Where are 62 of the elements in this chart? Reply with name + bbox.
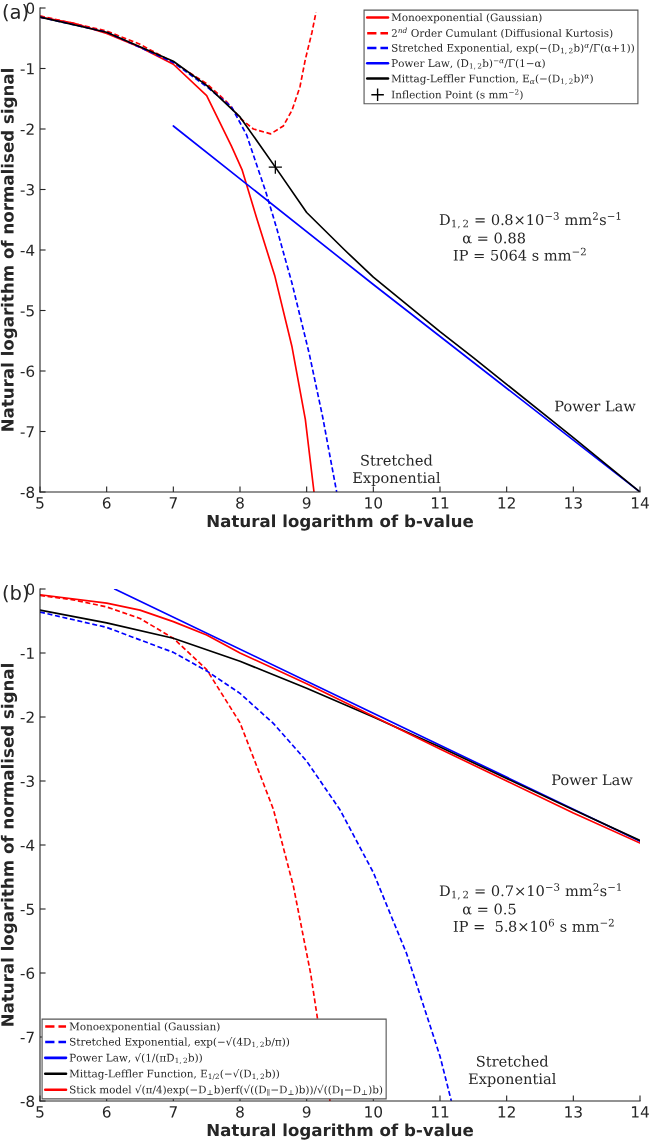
legend-label: Mittag-Leffler Function, E$_{1/2}$(−√(D$_{1,2}$b)) [69,1068,279,1080]
y-tick-label: -3 [20,183,34,196]
x-tick-label: 14 [631,497,649,509]
x-tick-label: 5 [36,1106,44,1118]
text: Stick model √(π/4)exp(−D$_{⊥}$b)erf(√((D$_{∥}$−D$_{⊥}$)b))/√((D$_{∥}$−D$_{⊥}$)b) [70,1084,383,1096]
y-tick-label: -3 [20,775,34,788]
chart-title: (b) [3,585,28,603]
legend-label: Monoexponential (Gaussian) [69,1022,220,1033]
legend-label: Stretched Exponential, exp(−(D$_{1,2}$b)$^{α}$/Γ(α+1)) [392,43,634,55]
y-tick-label: -6 [20,365,35,378]
x-tick-label: 7 [169,497,177,509]
x-tick-label: 5 [36,497,44,509]
x-tick-label: 11 [431,497,449,509]
y-tick-label: -6 [20,967,35,980]
x-tick-label: 10 [365,1106,383,1118]
annotation: Stretched Exponential [353,454,441,486]
legend-label: Monoexponential (Gaussian) [391,13,542,24]
y-tick-label: -2 [20,123,34,135]
x-tick-label: 10 [365,497,383,509]
text: D$_{1,2}$ = 0.7×10$^{−3}$ mm$^{2}$s$^{−1}$ α = 0.5 IP = 5.8×10$^{6}$ s mm$^{−2}$ [439,883,621,932]
legend-label: Power Law, (D$_{1,2}$b)$^{−α}$/Γ(1−α) [391,59,545,70]
x-tick-label: 13 [565,497,582,509]
x-tick-label: 14 [631,1106,649,1118]
y-tick-label: -8 [20,1095,35,1108]
y-tick-label: -8 [20,486,35,499]
y-tick-label: -7 [20,1031,34,1043]
x-tick-label: 9 [302,497,311,509]
y-tick-label: -2 [20,711,34,723]
x-axis-title: Natural logarithm of b-value [207,514,474,531]
y-tick-label: -4 [20,244,35,256]
legend-label: Power Law, √(1/(πD$_{1,2}$b)) [69,1052,202,1065]
y-tick-label: 0 [26,583,35,596]
line-series [40,611,453,1101]
x-tick-label: 8 [236,497,244,509]
x-tick-label: 12 [498,1106,515,1118]
annotation: Power Law [552,774,633,786]
y-tick-label: -1 [20,63,34,75]
legend-label: Mittag-Leffler Function, E$_{α}$(−(D$_{1,2}$b)$^{α}$) [391,74,593,85]
x-axis-title: Natural logarithm of b-value [207,1123,474,1140]
y-axis-title: Natural logarithm of normalised signal [0,69,18,431]
x-tick-label: 13 [565,1106,582,1118]
y-tick-label: 0 [26,2,35,15]
text: D$_{1,2}$ = 0.8×10$^{−3}$ mm$^{2}$s$^{−1}$ α = 0.88 IP = 5064 s mm$^{−2}$ [439,212,621,261]
y-tick-label: -1 [20,647,34,659]
y-tick-label: -7 [20,426,34,438]
x-tick-label: 9 [302,1106,311,1118]
legend-label: 2$^{nd}$ Order Cumulant (Diffusional Kurtosis) [391,27,613,39]
x-tick-label: 6 [102,497,111,509]
x-tick-label: 11 [431,1106,449,1118]
legend-label: Inflection Point (s mm$^{−2}$) [391,89,523,100]
annotation: Power Law [555,400,636,412]
legend-label: Stretched Exponential, exp(−√(4D$_{1,2}$b/π)) [70,1037,290,1049]
x-tick-label: 6 [102,1106,111,1118]
x-tick-label: 7 [169,1106,177,1118]
y-axis-title: Natural logarithm of normalised signal [0,664,18,1026]
y-tick-label: -5 [20,305,34,317]
x-tick-label: 8 [236,1106,244,1118]
x-tick-label: 12 [498,497,515,509]
annotation: Stretched Exponential [468,1055,556,1088]
chart-title: (a) [3,4,28,22]
y-tick-label: -5 [20,903,34,916]
y-tick-label: -4 [20,839,35,851]
